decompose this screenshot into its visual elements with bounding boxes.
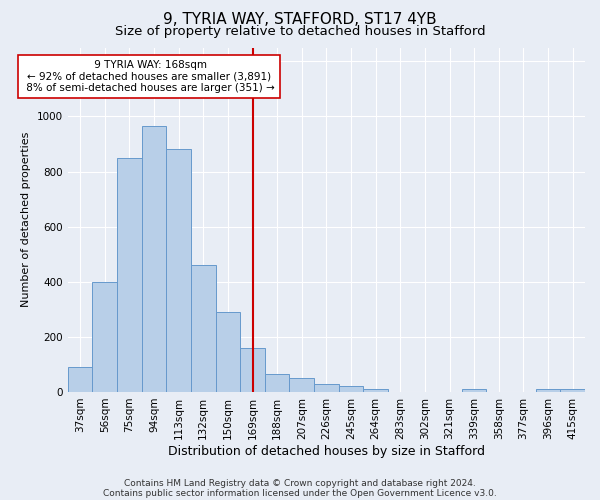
Bar	[92, 282, 117, 392]
Text: Contains public sector information licensed under the Open Government Licence v3: Contains public sector information licen…	[103, 488, 497, 498]
Bar	[215, 312, 240, 392]
Bar	[560, 389, 585, 392]
Text: 9 TYRIA WAY: 168sqm
← 92% of detached houses are smaller (3,891)
 8% of semi-det: 9 TYRIA WAY: 168sqm ← 92% of detached ho…	[23, 60, 275, 93]
Bar	[462, 389, 487, 392]
Bar	[117, 158, 142, 392]
Bar	[364, 389, 388, 392]
Bar	[142, 126, 166, 392]
Bar	[166, 150, 191, 392]
Bar	[314, 384, 339, 392]
Bar	[68, 367, 92, 392]
Bar	[240, 348, 265, 392]
Y-axis label: Number of detached properties: Number of detached properties	[21, 132, 31, 308]
Bar	[265, 374, 289, 392]
Bar	[339, 386, 364, 392]
Text: Contains HM Land Registry data © Crown copyright and database right 2024.: Contains HM Land Registry data © Crown c…	[124, 478, 476, 488]
Bar	[191, 265, 215, 392]
Text: Size of property relative to detached houses in Stafford: Size of property relative to detached ho…	[115, 25, 485, 38]
Bar	[289, 378, 314, 392]
X-axis label: Distribution of detached houses by size in Stafford: Distribution of detached houses by size …	[168, 444, 485, 458]
Bar	[536, 389, 560, 392]
Text: 9, TYRIA WAY, STAFFORD, ST17 4YB: 9, TYRIA WAY, STAFFORD, ST17 4YB	[163, 12, 437, 28]
